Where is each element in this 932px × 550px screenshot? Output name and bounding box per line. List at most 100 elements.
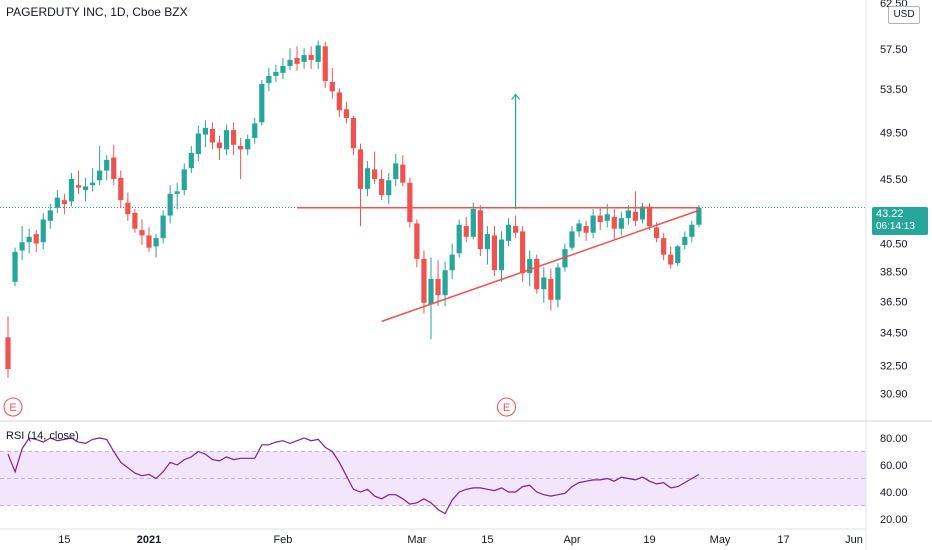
candle[interactable] <box>428 257 434 339</box>
candle[interactable] <box>5 316 11 378</box>
candle[interactable] <box>393 154 399 187</box>
currency-badge[interactable]: USD <box>888 6 920 24</box>
candle[interactable] <box>40 212 46 250</box>
candle[interactable] <box>287 48 293 70</box>
candle[interactable] <box>104 155 110 181</box>
candle[interactable] <box>139 219 145 245</box>
candle[interactable] <box>350 115 357 156</box>
candle[interactable] <box>111 144 117 186</box>
candle[interactable] <box>498 231 505 282</box>
candle[interactable] <box>223 124 230 156</box>
candle[interactable] <box>675 244 681 266</box>
candle[interactable] <box>231 122 237 156</box>
candle[interactable] <box>82 177 89 202</box>
candle[interactable] <box>435 260 441 306</box>
earnings-marker[interactable]: E <box>3 397 23 417</box>
candle[interactable] <box>456 219 462 258</box>
candle[interactable] <box>301 48 307 69</box>
candle[interactable] <box>477 205 483 257</box>
candle[interactable] <box>541 267 547 303</box>
candle[interactable] <box>590 209 596 239</box>
candle[interactable] <box>379 169 385 201</box>
candle[interactable] <box>555 263 561 308</box>
candle[interactable] <box>407 177 413 228</box>
candle[interactable] <box>357 143 364 227</box>
candle[interactable] <box>534 254 540 294</box>
rsi-pane[interactable] <box>0 437 866 515</box>
candle[interactable] <box>569 226 575 251</box>
candle[interactable] <box>54 190 60 213</box>
candle[interactable] <box>33 230 39 252</box>
candle[interactable] <box>160 210 166 244</box>
candle[interactable] <box>273 64 279 83</box>
target-arrow-head[interactable] <box>511 93 521 100</box>
candle[interactable] <box>668 246 674 269</box>
candle[interactable] <box>68 172 75 207</box>
candle[interactable] <box>343 101 349 124</box>
candle[interactable] <box>548 268 554 311</box>
candle[interactable] <box>400 155 406 187</box>
candle[interactable] <box>696 205 702 228</box>
candle[interactable] <box>146 227 152 252</box>
candle[interactable] <box>520 226 526 282</box>
candle[interactable] <box>238 137 244 180</box>
candle[interactable] <box>280 57 286 79</box>
rsi-line[interactable] <box>7 437 700 515</box>
candle[interactable] <box>611 209 617 240</box>
candle[interactable] <box>26 228 32 254</box>
candle[interactable] <box>364 161 371 197</box>
candle[interactable] <box>209 122 216 150</box>
candle[interactable] <box>294 46 300 71</box>
candle[interactable] <box>322 41 328 89</box>
candle[interactable] <box>125 192 131 221</box>
candle[interactable] <box>329 67 335 99</box>
candle[interactable] <box>12 247 18 287</box>
candle[interactable] <box>646 202 653 231</box>
candle[interactable] <box>216 135 223 160</box>
candle[interactable] <box>174 182 180 210</box>
candle[interactable] <box>463 216 469 243</box>
support-trendline[interactable] <box>381 209 700 323</box>
earnings-marker[interactable]: E <box>497 397 516 417</box>
candle[interactable] <box>386 172 392 204</box>
candle[interactable] <box>252 117 258 144</box>
candle[interactable] <box>336 88 342 117</box>
candle[interactable] <box>491 226 498 277</box>
candle[interactable] <box>181 163 187 196</box>
candle[interactable] <box>372 151 378 184</box>
candle[interactable] <box>195 125 201 162</box>
candle[interactable] <box>414 219 420 268</box>
candle[interactable] <box>47 203 53 229</box>
candle[interactable] <box>470 202 476 240</box>
candle[interactable] <box>576 219 582 237</box>
candle[interactable] <box>513 215 519 239</box>
candle[interactable] <box>449 243 455 279</box>
candle[interactable] <box>632 191 639 227</box>
candle[interactable] <box>618 211 624 236</box>
candle[interactable] <box>75 170 82 194</box>
candle[interactable] <box>118 170 124 208</box>
candle[interactable] <box>661 232 667 261</box>
candle[interactable] <box>202 120 208 148</box>
candle[interactable] <box>315 40 321 69</box>
candle[interactable] <box>527 250 533 287</box>
candle[interactable] <box>421 250 427 314</box>
candle[interactable] <box>505 218 512 247</box>
candle[interactable] <box>90 168 96 192</box>
candle[interactable] <box>61 193 67 215</box>
candle[interactable] <box>188 145 194 173</box>
candle[interactable] <box>597 207 603 231</box>
candle[interactable] <box>132 209 138 233</box>
candle[interactable] <box>167 185 173 224</box>
candle[interactable] <box>682 231 688 250</box>
candle[interactable] <box>19 226 25 261</box>
candle[interactable] <box>97 145 103 186</box>
candle[interactable] <box>266 67 272 92</box>
candles[interactable] <box>5 40 702 378</box>
candle[interactable] <box>583 220 589 241</box>
candle[interactable] <box>245 134 251 156</box>
candle[interactable] <box>639 202 646 224</box>
candle[interactable] <box>153 234 159 258</box>
